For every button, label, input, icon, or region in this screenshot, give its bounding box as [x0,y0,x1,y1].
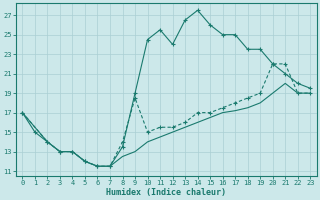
X-axis label: Humidex (Indice chaleur): Humidex (Indice chaleur) [106,188,226,197]
